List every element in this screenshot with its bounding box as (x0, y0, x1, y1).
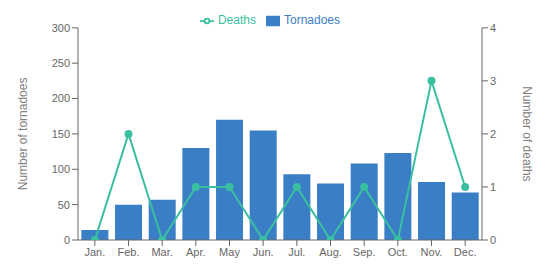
svg-text:Oct.: Oct. (388, 246, 408, 258)
html-text:Deaths: Deaths (218, 13, 256, 27)
svg-text:250: 250 (52, 57, 70, 69)
svg-text:Dec.: Dec. (454, 246, 477, 258)
svg-text:0: 0 (64, 234, 70, 246)
svg-text:3: 3 (490, 75, 496, 87)
svg-text:Nov.: Nov. (421, 246, 443, 258)
svg-text:Feb.: Feb. (117, 246, 139, 258)
svg-text:Jul.: Jul. (288, 246, 305, 258)
svg-text:Sep.: Sep. (353, 246, 376, 258)
svg-text:Number of deaths: Number of deaths (520, 86, 534, 181)
svg-text:300: 300 (52, 22, 70, 34)
svg-text:May: May (219, 246, 240, 258)
svg-text:Jan.: Jan. (84, 246, 105, 258)
svg-text:150: 150 (52, 128, 70, 140)
svg-text:Number of tornadoes: Number of tornadoes (16, 78, 30, 191)
svg-text:50: 50 (58, 199, 70, 211)
html-text:Tornadoes: Tornadoes (284, 13, 340, 27)
svg-text:Mar.: Mar. (151, 246, 172, 258)
svg-text:1: 1 (490, 181, 496, 193)
svg-text:Aug.: Aug. (319, 246, 342, 258)
svg-text:2: 2 (490, 128, 496, 140)
svg-text:200: 200 (52, 92, 70, 104)
svg-text:4: 4 (490, 22, 496, 34)
svg-text:0: 0 (490, 234, 496, 246)
svg-text:100: 100 (52, 163, 70, 175)
svg-text:Jun.: Jun. (253, 246, 274, 258)
svg-text:Apr.: Apr. (186, 246, 206, 258)
